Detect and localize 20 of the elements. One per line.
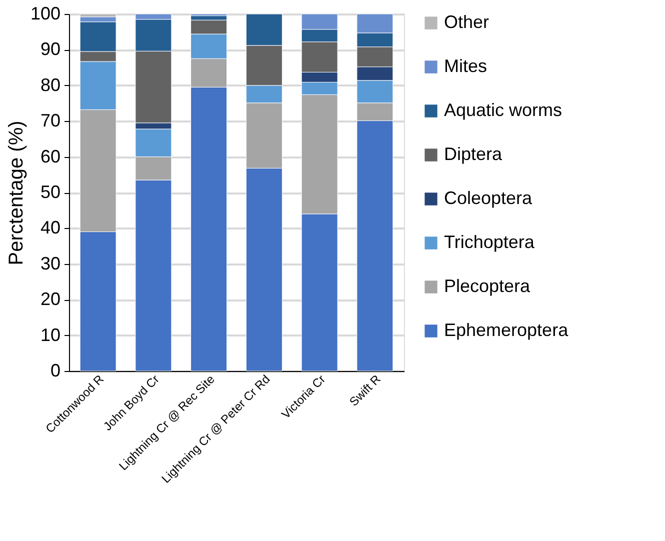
y-tick-label: 40 (40, 218, 60, 238)
y-tick-label: 30 (40, 253, 60, 274)
y-tick-label: 100 (30, 4, 60, 24)
legend-label: Plecoptera (444, 276, 532, 296)
y-tick-label: 50 (40, 182, 60, 202)
y-tick-label: 90 (40, 39, 60, 60)
y-tick-label: 70 (40, 110, 60, 131)
legend-label: Other (444, 12, 490, 32)
y-tick-label: 80 (40, 74, 60, 95)
legend-label: Trichoptera (444, 232, 536, 252)
legend-label: Aquatic worms (444, 100, 562, 120)
y-tick-label: 10 (40, 324, 60, 345)
legend-label: Coleoptera (444, 188, 534, 208)
legend-label: Mites (444, 56, 488, 76)
legend-label: Ephemeroptera (444, 320, 570, 340)
y-tick-label: 20 (40, 289, 60, 310)
y-tick-label: 60 (40, 146, 60, 166)
y-tick-label: 0 (50, 360, 60, 380)
y-axis-title: Perctentage (%) (5, 120, 28, 266)
legend-label: Diptera (444, 144, 504, 164)
